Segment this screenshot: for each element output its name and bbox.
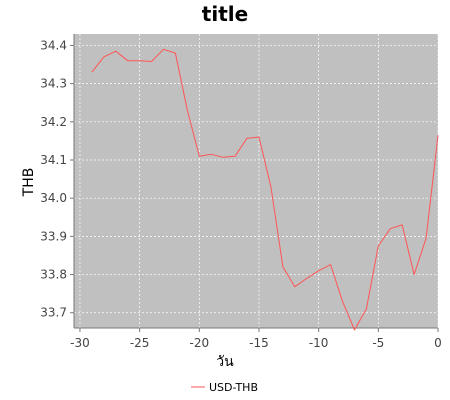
x-axis-label: วัน [216,354,234,370]
x-tick-label: -20 [190,336,210,350]
y-tick-label: 33.9 [40,229,67,243]
series-line-usd-thb [91,48,439,331]
y-tick-label: 33.8 [40,268,67,282]
y-tick-label: 33.7 [40,306,67,320]
y-tick-label: 34.4 [40,38,67,52]
x-tick-labels: -30 -25 -20 -15 -10 -5 0 [70,336,442,350]
y-tick-labels: 33.7 33.8 33.9 34.0 34.1 34.2 34.3 34.4 [40,38,67,319]
axes [70,34,439,332]
x-tick-label: -30 [70,336,90,350]
plot-area [74,34,438,328]
legend-label: USD-THB [209,381,258,394]
legend: USD-THB [191,381,258,394]
x-tick-label: -15 [249,336,269,350]
x-tick-label: -25 [130,336,150,350]
x-gridlines [79,34,439,328]
x-tick-label: 0 [434,336,442,350]
series-group [91,48,439,331]
y-gridlines [74,45,438,314]
y-axis-label: THB [21,168,37,198]
chart-title: title [202,2,248,26]
y-tick-label: 34.1 [40,153,67,167]
x-tick-label: -10 [309,336,329,350]
y-tick-label: 34.2 [40,115,67,129]
y-tick-label: 34.3 [40,77,67,91]
x-tick-label: -5 [372,336,384,350]
y-tick-label: 34.0 [40,191,67,205]
